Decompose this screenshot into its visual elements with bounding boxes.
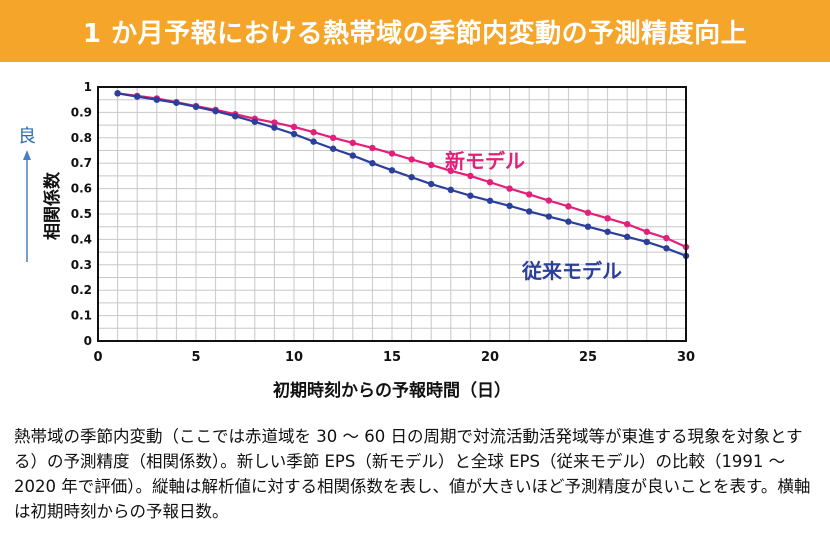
data-point [134,93,141,100]
y-tick-label: 0.8 [71,131,92,145]
data-point [388,150,396,157]
x-tick-label: 20 [481,350,499,365]
x-tick-label: 30 [677,350,695,365]
data-point [643,238,650,246]
data-point [526,208,533,215]
y-tick-label: 0.4 [71,232,92,246]
data-point [192,103,200,111]
figure-caption: 熱帯域の季節内変動（ここでは赤道域を 30 ～ 60 日の周期で対流活動活発域等… [14,427,811,521]
data-point [212,107,219,115]
data-point [604,215,611,222]
data-point [349,139,356,147]
data-point [584,209,592,216]
data-point [290,130,298,138]
data-point [447,167,454,175]
data-point [545,213,552,220]
data-point [173,99,180,106]
data-point [526,191,533,198]
series-line-new-model [117,92,687,249]
series-line-old-model [117,92,687,257]
data-point [663,245,670,252]
data-point [310,129,317,136]
data-point [545,197,552,204]
data-point [369,144,376,152]
y-tick-label: 0.5 [71,207,92,221]
x-tick-label: 0 [93,350,102,365]
grid-lines [97,87,687,341]
data-point [565,218,572,225]
data-point [408,156,415,163]
y-tick-label: 0.1 [71,309,92,323]
data-point [486,197,494,204]
data-point [565,203,572,210]
data-point [584,223,592,230]
data-point [153,96,160,103]
x-tick-label: 10 [285,350,303,365]
data-point [506,185,513,192]
y-tick-label: 0 [84,334,92,348]
data-point [408,173,415,181]
series-lines [114,90,690,260]
data-point [663,234,670,242]
data-point [369,160,376,167]
data-point [330,134,337,141]
data-point [310,138,317,145]
y-tick-label: 1 [84,80,92,94]
x-tick-label: 25 [579,350,597,365]
legend-old-model: 従来モデル [521,259,622,283]
y-tick-label: 0.2 [71,283,92,297]
data-point [624,220,631,228]
data-point [428,161,435,169]
title-banner: 1 か月予報における熱帯域の季節内変動の予測精度向上 [0,0,830,62]
y-tick-label: 0.3 [71,258,92,272]
up-arrow-icon [23,150,31,262]
data-point [232,113,239,120]
data-point [486,179,494,186]
data-point [290,123,298,131]
page-title: 1 か月予報における熱帯域の季節内変動の予測精度向上 [82,18,748,49]
y-axis-label: 相関係数 [42,171,63,240]
data-point [428,180,435,188]
tick-labels: 0 5 10 15 20 25 30 0 0.1 0.2 0.3 0.4 0.5 0.6 0.7 0.8 0.9… [71,80,695,365]
data-point [467,192,474,199]
data-point [271,119,278,126]
data-point [251,118,258,125]
data-point [624,233,631,241]
data-point [114,90,121,97]
legend-new-model: 新モデル [445,149,525,173]
x-tick-label: 5 [191,350,200,365]
data-point [604,228,611,235]
y-tick-label: 0.6 [71,182,92,196]
y-tick-label: 0.9 [71,105,92,119]
data-point [388,167,396,174]
data-point [349,152,356,159]
data-point [271,124,278,131]
data-point [506,202,513,210]
y-tick-label: 0.7 [71,156,92,170]
data-point [447,186,454,194]
x-axis-label: 初期時刻からの予報時間（日） [273,380,511,401]
line-chart: 0 5 10 15 20 25 30 0 0.1 0.2 0.3 0.4 0.5 0.6 0.7 0.8 0.9… [18,80,695,401]
x-tick-label: 15 [383,350,401,365]
better-indicator-label: 良 [18,126,36,147]
data-point [643,228,650,235]
data-point [467,172,474,180]
plot-frame [97,86,687,342]
data-point [330,145,337,152]
